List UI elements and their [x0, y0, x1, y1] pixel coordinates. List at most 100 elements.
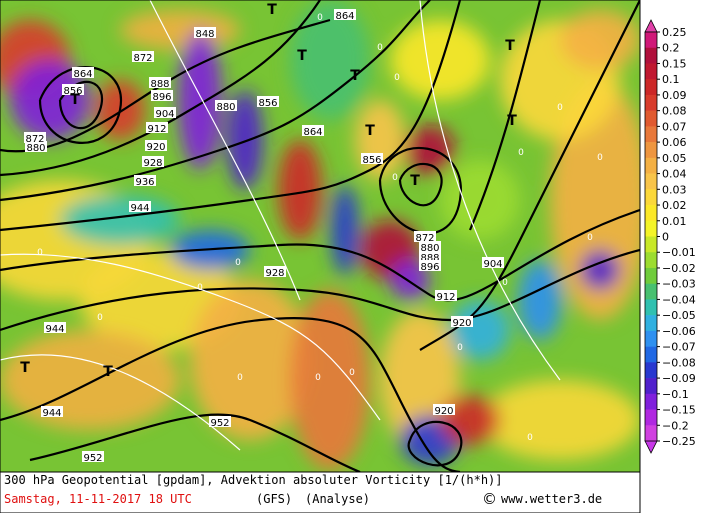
colorbar-segment: [645, 425, 657, 442]
vorticity-patch: [450, 300, 510, 360]
contour-label: 904: [483, 259, 502, 270]
colorbar-label: 0.09: [662, 89, 687, 102]
colorbar-label: −0.03: [662, 278, 696, 291]
label-box: [451, 316, 473, 327]
contour-label: 896: [420, 262, 439, 273]
low-marker: T: [103, 364, 113, 380]
colorbar-label: −0.06: [662, 325, 696, 338]
label-box: [149, 77, 171, 88]
colorbar-segment: [645, 378, 657, 395]
label-box: [334, 9, 356, 20]
colorbar-label: 0.01: [662, 215, 687, 228]
colorbar-segment: [645, 220, 657, 237]
label-box: [44, 322, 66, 333]
colorbar-segment: [645, 362, 657, 379]
run: (Analyse): [305, 492, 370, 506]
label-box: [257, 96, 279, 107]
contour-label: 944: [45, 324, 64, 335]
colorbar-segment: [645, 126, 657, 143]
colorbar-label: −0.05: [662, 309, 696, 322]
label-box: [215, 100, 237, 111]
colorbar-label: 0.2: [662, 42, 680, 55]
colorbar-label: 0.05: [662, 152, 687, 165]
zero-label: 0: [315, 373, 321, 383]
contour-label: 952: [210, 418, 229, 429]
footer-box: [0, 471, 641, 513]
contour-label: 952: [83, 453, 102, 464]
colorbar-segment: [645, 47, 657, 64]
zero-label: 0: [197, 283, 203, 293]
contour-label: 848: [195, 29, 214, 40]
low-marker: T: [505, 38, 515, 54]
zero-label: 0: [597, 153, 603, 163]
label-box: [302, 125, 324, 136]
zero-label: 0: [317, 13, 323, 23]
vorticity-patch: [390, 20, 490, 100]
geopotential-contours: [0, 0, 640, 472]
label-box: [419, 251, 441, 262]
colorbar-label: 0.07: [662, 120, 687, 133]
zero-label: 0: [392, 173, 398, 183]
vorticity-patch: [440, 160, 520, 240]
contour-label: 880: [26, 143, 45, 154]
contour-line: [58, 80, 103, 130]
contour-line: [398, 162, 443, 207]
contour-label: 928: [143, 158, 162, 169]
contour-line: [0, 0, 462, 232]
colorbar-label: 0.08: [662, 105, 687, 118]
colorbar-label: −0.08: [662, 356, 696, 369]
contour-label: 872: [25, 134, 44, 145]
colorbar-segment: [645, 173, 657, 190]
colorbar-label: −0.02: [662, 262, 696, 275]
colorbar-segment: [645, 189, 657, 206]
contour-label: 856: [63, 86, 82, 97]
low-marker: T: [20, 360, 30, 376]
zero-label: 0: [587, 233, 593, 243]
contour-line: [0, 317, 461, 472]
label-box: [24, 132, 46, 143]
contour-line: [29, 413, 361, 472]
colorbar-segment: [645, 330, 657, 347]
contour-label: 880: [420, 243, 439, 254]
zero-label: 0: [518, 148, 524, 158]
colorbar-segment: [645, 299, 657, 316]
colorbar-segment: [645, 409, 657, 426]
colorbar-segment: [645, 205, 657, 222]
contour-label: 888: [420, 253, 439, 264]
label-box: [134, 175, 156, 186]
zero-label: 0: [237, 373, 243, 383]
contour-label: 936: [135, 177, 154, 188]
zero-label: 0: [349, 368, 355, 378]
contour-label: 920: [146, 142, 165, 153]
colorbar-segment: [645, 157, 657, 174]
colorbar-segment: [645, 110, 657, 127]
contour-label: 864: [303, 127, 322, 138]
isoline: [419, 0, 561, 381]
low-marker: T: [410, 173, 420, 189]
vorticity-patch: [290, 0, 370, 120]
label-box: [145, 140, 167, 151]
colorbar-segment: [645, 252, 657, 269]
map-area: 8488728648568888969048809129209289369448…: [0, 0, 640, 472]
vorticity-patch: [580, 250, 620, 290]
colorbar-segment: [645, 79, 657, 96]
zero-label: 0: [502, 278, 508, 288]
map-labels: 8488728648568888969048809129209289369448…: [20, 2, 603, 464]
zero-label: 0: [377, 43, 383, 53]
zero-label: 0: [37, 248, 43, 258]
isoline: [0, 253, 381, 421]
colorbar-segment: [645, 283, 657, 300]
colorbar-segment: [645, 63, 657, 80]
date: Samstag, 11-11-2017 18 UTC: [4, 492, 192, 506]
colorbar-segment: [645, 142, 657, 159]
label-box: [62, 84, 84, 95]
vorticity-patch: [440, 395, 500, 445]
colorbar-segment: [645, 94, 657, 111]
contour-line: [38, 66, 123, 144]
colorbar-segment: [645, 346, 657, 363]
zero-label: 0: [394, 73, 400, 83]
contour-label: 920: [452, 318, 471, 329]
label-box: [146, 122, 168, 133]
